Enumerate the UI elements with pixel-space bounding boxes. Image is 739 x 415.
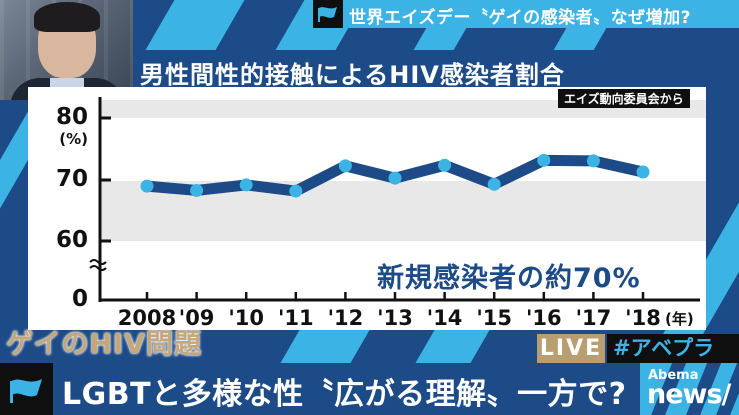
data-point xyxy=(537,153,551,167)
y-tick-70: 70 xyxy=(55,166,88,192)
x-tick-label: '12 xyxy=(327,306,364,330)
flag-icon xyxy=(313,0,343,28)
x-tick-label: '15 xyxy=(476,306,513,330)
data-point xyxy=(487,177,501,191)
logo-abema: Abema xyxy=(648,368,699,383)
data-point xyxy=(289,184,303,198)
x-tick-label: '18 xyxy=(625,306,661,330)
x-tick-label: '14 xyxy=(426,306,463,330)
abema-news-logo: Abema news/ xyxy=(640,363,739,415)
chart-title: 男性間性的接触によるHIV感染者割合 xyxy=(140,61,565,89)
x-tick-label: '13 xyxy=(377,306,413,330)
data-point xyxy=(140,179,154,193)
top-headline: 世界エイズデー〝ゲイの感染者〟なぜ増加? xyxy=(349,8,692,28)
top-headline-bar: 世界エイズデー〝ゲイの感染者〟なぜ増加? xyxy=(313,0,739,28)
flag-icon xyxy=(0,363,53,415)
x-tick-label: 2008 xyxy=(117,306,177,330)
hashtag-label: #アベプラ xyxy=(607,334,739,363)
y-tick-60: 60 xyxy=(55,227,88,253)
y-unit: (%) xyxy=(59,130,88,148)
x-tick-label: '10 xyxy=(228,306,265,330)
x-unit: (年) xyxy=(665,310,694,328)
bottom-headline: LGBTと多様な性〝広がる理解〟一方で? xyxy=(62,377,627,412)
segment-tag: ゲイのHIV問題 xyxy=(6,329,202,360)
x-tick-label: '17 xyxy=(575,306,612,330)
data-point xyxy=(338,159,352,173)
live-badge: LIVE xyxy=(537,334,605,363)
data-point xyxy=(438,158,452,172)
chart-annotation: 新規感染者の約70% xyxy=(377,263,641,294)
data-point xyxy=(388,171,402,185)
x-tick-label: '16 xyxy=(525,306,562,330)
bottom-headline-bar: LGBTと多様な性〝広がる理解〟一方で? xyxy=(0,363,739,415)
x-tick-label: '11 xyxy=(277,306,314,330)
data-point xyxy=(190,183,204,197)
y-tick-80: 80 xyxy=(55,104,88,130)
data-point xyxy=(586,154,600,168)
data-point xyxy=(636,165,650,179)
data-point xyxy=(239,178,253,192)
y-tick-0: 0 xyxy=(71,286,88,312)
logo-news: news/ xyxy=(647,379,731,410)
x-tick-label: '09 xyxy=(178,306,215,330)
source-label: エイズ動向委員会から xyxy=(558,89,690,108)
